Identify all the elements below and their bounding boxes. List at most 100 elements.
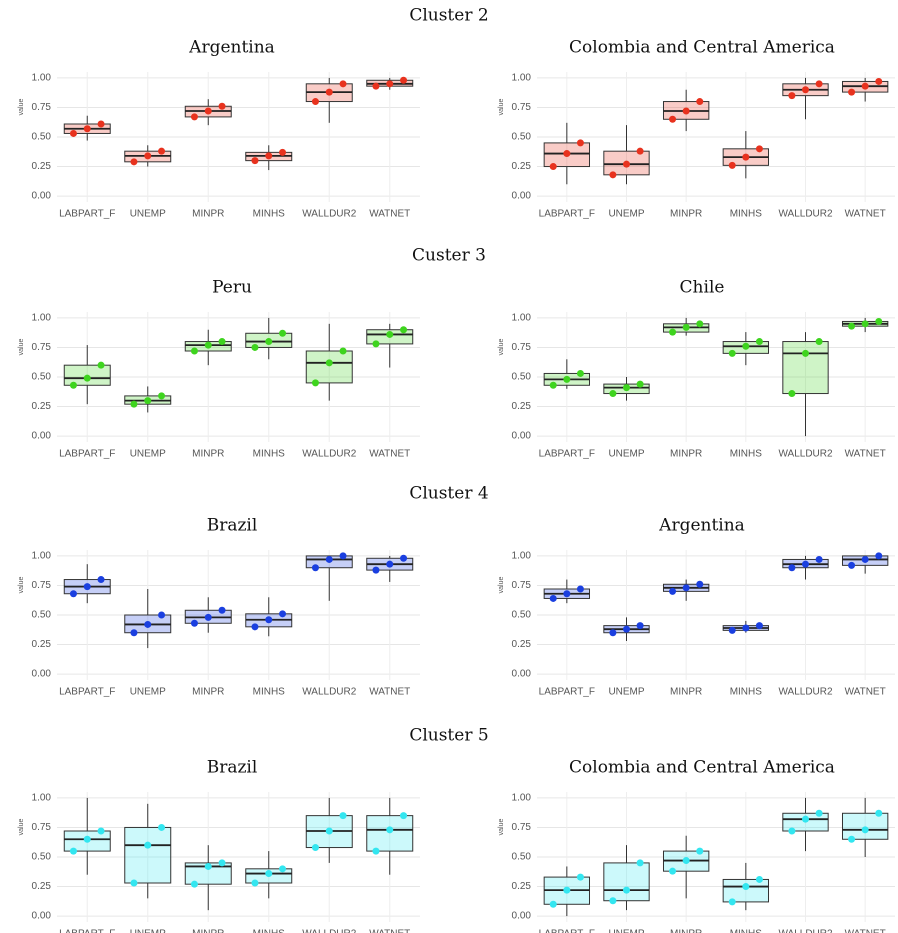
x-tick-label: MINPR [192, 449, 224, 460]
y-tick-label: 1.00 [512, 551, 532, 562]
box-point [815, 80, 823, 88]
cluster-title: Custer 3 [412, 246, 486, 266]
box-point [861, 555, 869, 563]
box-point [875, 77, 883, 85]
x-tick-label: WATNET [369, 929, 410, 933]
box-point [279, 610, 287, 618]
box-point [636, 380, 644, 388]
box-point [144, 620, 152, 628]
box [124, 826, 172, 884]
box-point [861, 82, 869, 90]
box-point [728, 626, 736, 634]
box-point [325, 555, 333, 563]
box-point [609, 171, 617, 179]
box-point [696, 847, 704, 855]
y-tick-label: 0.75 [512, 580, 532, 591]
x-tick-label: WALLDUR2 [302, 687, 357, 698]
y-tick-label: 1.00 [512, 793, 532, 804]
box-point [97, 576, 105, 584]
box-point [802, 560, 809, 568]
y-axis-label: value [18, 339, 25, 356]
box-point [251, 343, 259, 351]
box-point [251, 623, 259, 631]
chart-title: Brazil [207, 516, 258, 536]
box-point [636, 622, 644, 630]
y-tick-label: 0.00 [32, 431, 52, 442]
x-tick-label: WATNET [845, 687, 886, 698]
box-point [69, 129, 77, 137]
box-point [325, 827, 333, 835]
x-tick-label: MINHS [730, 687, 763, 698]
y-tick-label: 1.00 [32, 551, 52, 562]
box-point [400, 326, 408, 334]
box-point [875, 809, 883, 817]
cluster-title: Cluster 5 [409, 726, 488, 746]
box-point [848, 88, 856, 96]
box-point [279, 148, 287, 156]
box-point [576, 369, 584, 377]
box-point [218, 102, 226, 110]
box-point [325, 359, 333, 367]
y-tick-label: 1.00 [512, 313, 532, 324]
box-point [311, 564, 319, 572]
box-point [400, 812, 408, 820]
y-tick-label: 0.75 [512, 822, 532, 833]
box-point [576, 139, 584, 147]
box-point [742, 624, 750, 632]
box-point [190, 880, 198, 888]
box-point [372, 82, 380, 90]
x-tick-label: UNEMP [608, 929, 644, 933]
x-tick-label: MINPR [192, 929, 224, 933]
box-point [218, 606, 226, 614]
x-tick-label: WALLDUR2 [302, 449, 357, 460]
box [782, 341, 829, 395]
y-axis-label: value [18, 819, 25, 836]
box-point [788, 92, 796, 100]
box-point [815, 555, 823, 563]
x-tick-label: MINHS [253, 209, 286, 220]
x-tick-label: LABPART_F [539, 929, 595, 933]
y-tick-label: 0.50 [512, 852, 532, 863]
y-tick-label: 0.25 [512, 639, 532, 650]
box-point [386, 330, 394, 338]
box-point [623, 384, 630, 392]
cluster-title: Cluster 4 [409, 484, 488, 504]
box-point [218, 859, 226, 867]
box-point [83, 583, 91, 591]
box-point [742, 883, 750, 891]
x-tick-label: WATNET [845, 209, 886, 220]
y-tick-label: 0.75 [512, 102, 532, 113]
box-point [204, 107, 212, 115]
box-point [158, 823, 166, 831]
box-point [623, 625, 630, 633]
box-point [130, 158, 138, 166]
y-tick-label: 0.75 [512, 342, 532, 353]
x-tick-label: WATNET [369, 449, 410, 460]
box-point [130, 879, 138, 887]
x-tick-label: WATNET [369, 687, 410, 698]
box-point [636, 859, 644, 867]
y-axis-label: value [498, 819, 505, 836]
x-tick-label: WALLDUR2 [302, 929, 357, 933]
y-tick-label: 0.00 [32, 911, 52, 922]
box-point [815, 809, 823, 817]
x-tick-label: LABPART_F [59, 687, 115, 698]
box-point [69, 381, 77, 389]
box-point [251, 879, 259, 887]
box [722, 878, 770, 903]
x-tick-label: WATNET [845, 449, 886, 460]
y-tick-label: 0.25 [512, 161, 532, 172]
box-point [158, 611, 166, 619]
box [841, 812, 889, 840]
box-point [190, 113, 198, 121]
box-point [848, 322, 856, 330]
box-point [755, 145, 763, 153]
box-point [682, 323, 690, 331]
box-point [158, 392, 166, 400]
x-tick-label: UNEMP [608, 449, 644, 460]
box-point [386, 560, 394, 568]
box-point [339, 812, 347, 820]
box-point [69, 590, 77, 598]
y-tick-label: 0.25 [512, 401, 532, 412]
